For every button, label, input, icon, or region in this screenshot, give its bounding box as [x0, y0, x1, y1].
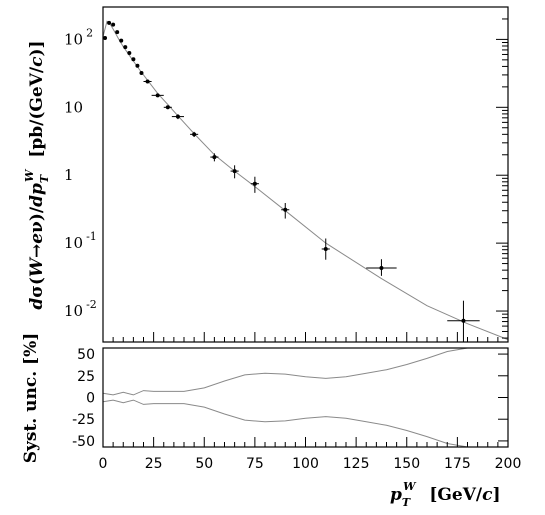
data-point	[165, 105, 170, 110]
data-point	[103, 35, 108, 40]
data-point	[461, 318, 466, 323]
data-point	[127, 51, 132, 56]
y-tick-label: 10 -2	[64, 298, 97, 320]
data-point	[131, 57, 136, 62]
data-point	[135, 63, 140, 68]
data-point	[139, 71, 144, 76]
lower-y-tick-label: -25	[72, 412, 95, 428]
lower-y-tick-label: 25	[77, 369, 95, 385]
x-tick-label: 150	[393, 456, 420, 472]
lower-y-tick-label: -50	[72, 434, 95, 450]
data-point	[379, 266, 384, 271]
y-tick-exponent: -1	[86, 230, 97, 243]
y-tick-label: 1	[64, 166, 74, 184]
data-point	[232, 169, 237, 174]
data-point	[107, 20, 112, 25]
data-point	[111, 22, 116, 27]
data-point	[323, 246, 328, 251]
upper-plot-frame	[102, 6, 509, 343]
x-tick-label: 50	[195, 456, 213, 472]
upper-y-axis-ticks: 10 2 10 1 10-1 10-2	[64, 6, 509, 342]
lower-y-tick-label: 0	[86, 391, 95, 407]
lower-plot-frame	[102, 347, 509, 448]
x-tick-label: 25	[145, 456, 163, 472]
upper-panel: 10 2 10 1 10-1 10-2	[64, 6, 509, 343]
lower-y-tick-label: 50	[77, 347, 95, 363]
y-tick-exponent: -2	[86, 298, 97, 311]
theory-curve	[102, 20, 509, 341]
data-point	[212, 155, 217, 160]
y-tick-label: 10	[64, 98, 83, 116]
data-point	[192, 132, 197, 137]
x-tick-label: 175	[444, 456, 471, 472]
x-axis-label: pTW [GeV/c]	[390, 480, 501, 509]
data-points-layer	[103, 20, 480, 342]
data-point	[119, 38, 124, 43]
y-tick-exponent: 2	[86, 26, 93, 39]
x-tick-label: 0	[99, 456, 108, 472]
data-point	[115, 30, 120, 35]
x-tick-label: 125	[343, 456, 370, 472]
y-tick-label: 10 -1	[64, 230, 97, 252]
data-point	[283, 207, 288, 212]
x-tick-label: 200	[495, 456, 522, 472]
syst-upper-band	[102, 347, 468, 396]
data-point	[145, 79, 150, 84]
data-point	[155, 93, 160, 98]
y-tick-label: 10 2	[64, 26, 93, 48]
data-point	[123, 45, 128, 50]
theory-curve-layer	[102, 20, 509, 341]
syst-band-layer	[102, 347, 468, 448]
data-point	[252, 181, 257, 186]
syst-lower-band	[102, 399, 468, 448]
data-point	[175, 114, 180, 119]
x-tick-label: 100	[292, 456, 319, 472]
upper-y-axis-label: dσ(W→eν)/dpTW [pb/(GeV/c)]	[23, 40, 51, 309]
x-tick-label: 75	[246, 456, 264, 472]
lower-y-axis-label: Syst. unc. [%]	[21, 333, 41, 464]
